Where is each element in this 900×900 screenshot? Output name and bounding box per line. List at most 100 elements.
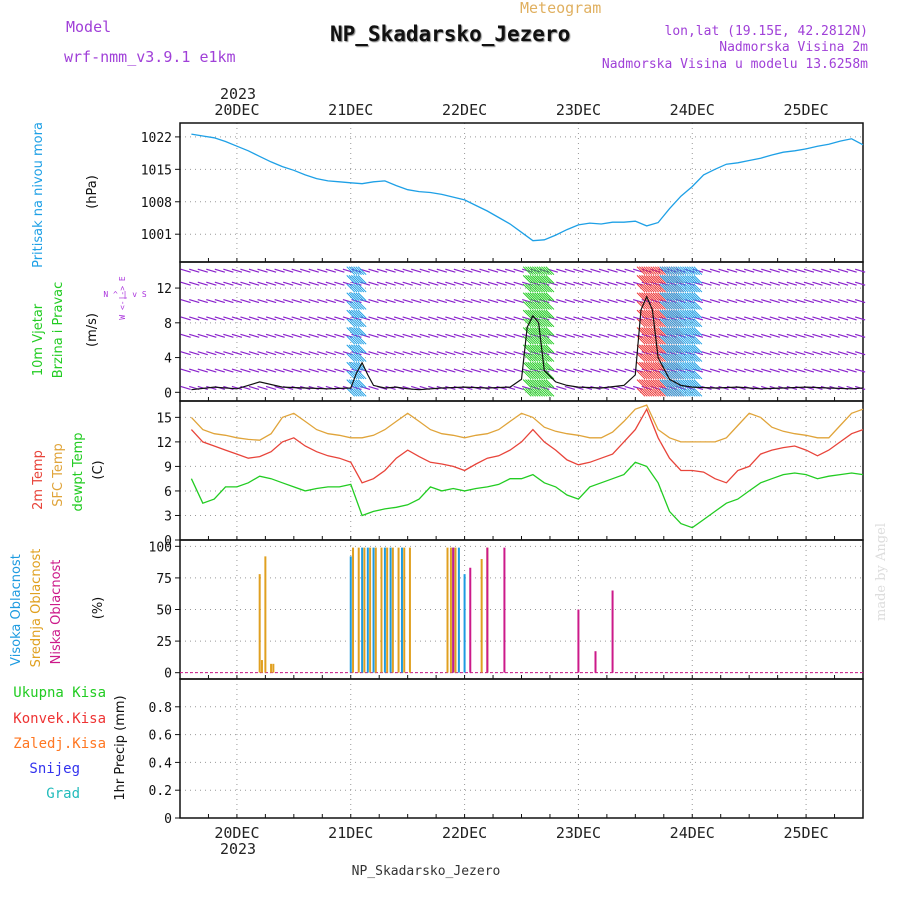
wind-arrow-icon — [351, 316, 362, 321]
wind-arrow-icon — [496, 368, 507, 373]
wind-arrow-icon — [598, 368, 610, 373]
wind-arrow-icon — [346, 370, 356, 380]
wind-arrow-icon — [529, 327, 539, 336]
wind-arrow-icon — [769, 351, 780, 356]
wind-arrow-icon — [180, 316, 191, 321]
wind-arrow-icon — [677, 301, 687, 310]
wind-arrow-icon — [663, 309, 673, 319]
wind-arrow-icon — [675, 361, 685, 371]
wind-arrow-icon — [527, 283, 537, 293]
wind-arrow-icon — [419, 351, 430, 356]
wind-arrow-icon — [689, 379, 698, 388]
wind-arrow-icon — [541, 370, 550, 380]
wind-arrow-icon — [534, 283, 543, 293]
sfc-temp-line — [190, 404, 864, 443]
wind-arrow-icon — [709, 368, 721, 373]
wind-arrow-icon — [197, 316, 208, 321]
wind-arrow-icon — [522, 370, 532, 380]
wind-arrow-icon — [543, 344, 553, 354]
wind-arrow-icon — [300, 299, 311, 304]
wind-arrow-icon — [663, 275, 673, 284]
wind-arrow-icon — [545, 283, 555, 293]
wind-arrow-icon — [300, 281, 311, 286]
model-elevation-label: Nadmorska Visina u modelu 13.6258m — [601, 57, 868, 72]
wind-arrow-icon — [479, 299, 490, 304]
wind-arrow-icon — [689, 370, 698, 380]
wind-arrow-icon — [385, 333, 396, 338]
wind-arrow-icon — [536, 379, 546, 388]
wind-arrow-icon — [214, 299, 226, 304]
wind-arrow-icon — [257, 351, 268, 356]
wind-arrow-icon — [385, 281, 396, 286]
wind-arrow-icon — [350, 283, 360, 293]
wind-arrow-icon — [522, 309, 532, 319]
wind-arrow-icon — [529, 309, 539, 319]
wind-arrow-icon — [689, 309, 698, 319]
wind-arrow-icon — [357, 292, 367, 302]
wind-arrow-icon — [645, 266, 655, 276]
wind-arrow-icon — [357, 327, 367, 336]
wind-arrow-icon — [686, 379, 696, 388]
wind-arrow-icon — [487, 281, 499, 286]
wind-arrow-icon — [648, 335, 657, 345]
temp2m-line — [190, 407, 864, 484]
wind-arrow-icon — [590, 333, 601, 338]
wind-arrow-icon — [265, 351, 277, 356]
wind-arrow-icon — [615, 268, 627, 273]
wind-arrow-icon — [679, 266, 689, 276]
wind-arrow-icon — [735, 333, 746, 338]
wind-arrow-icon — [709, 316, 721, 321]
wind-arrow-icon — [428, 333, 439, 338]
wind-arrow-icon — [675, 379, 685, 388]
wind-arrow-icon — [666, 266, 675, 276]
wind-arrow-icon — [545, 361, 555, 371]
wind-arrow-icon — [643, 327, 653, 336]
wind-arrow-icon — [248, 281, 260, 286]
wind-arrow-icon — [353, 309, 362, 319]
wind-arrow-icon — [686, 370, 696, 380]
wind-arrow-icon — [598, 268, 610, 273]
wind-arrow-icon — [691, 327, 701, 336]
wind-arrow-icon — [346, 327, 356, 336]
wind-arrow-icon — [325, 368, 337, 373]
wind-arrow-icon — [829, 268, 840, 273]
wind-arrow-icon — [718, 368, 729, 373]
wind-arrow-icon — [636, 361, 646, 371]
wind-arrow-icon — [479, 368, 490, 373]
wind-arrow-icon — [638, 379, 648, 388]
wind-arrow-icon — [453, 268, 465, 273]
wind-arrow-icon — [282, 368, 294, 373]
wind-arrow-icon — [470, 316, 482, 321]
wind-arrow-icon — [348, 266, 358, 276]
wind-arrow-icon — [531, 361, 541, 371]
wind-arrow-icon — [675, 327, 685, 336]
wind-arrow-icon — [428, 351, 439, 356]
wind-arrow-icon — [666, 292, 675, 302]
wind-arrow-icon — [654, 387, 664, 397]
wind-arrow-icon — [812, 299, 823, 304]
wind-arrow-icon — [564, 299, 576, 304]
wind-arrow-icon — [679, 309, 689, 319]
wind-arrow-icon — [346, 266, 356, 276]
wind-arrow-icon — [334, 299, 345, 304]
wind-arrow-icon — [350, 275, 360, 284]
wind-arrow-icon — [679, 344, 689, 354]
wind-arrow-icon — [686, 335, 696, 345]
wind-arrow-icon — [670, 361, 680, 371]
y-tick-label: 15 — [156, 411, 172, 426]
wind-arrow-icon — [812, 316, 823, 321]
wind-arrow-icon — [795, 299, 806, 304]
wind-arrow-icon — [564, 351, 576, 356]
temperature-panel: 0 3 6 9 12 15 — [156, 400, 864, 549]
wind-arrow-icon — [411, 368, 422, 373]
wind-arrow-icon — [689, 283, 698, 293]
precip-legend-item: Ukupna Kisa — [13, 685, 106, 701]
wind-arrow-icon — [487, 351, 499, 356]
wind-arrow-icon — [348, 309, 358, 319]
wind-arrow-icon — [686, 275, 696, 284]
wind-arrow-icon — [436, 333, 447, 338]
wind-arrow-icon — [679, 301, 689, 310]
wind-arrow-icon — [487, 299, 499, 304]
wind-arrow-icon — [689, 301, 698, 310]
wind-arrow-icon — [541, 275, 550, 284]
